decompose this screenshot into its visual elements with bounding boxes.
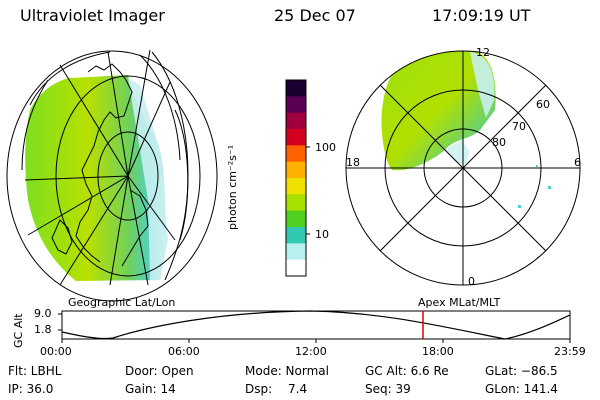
apex-label: Apex MLat/MLT xyxy=(418,296,501,309)
x-tick-0000: 00:00 xyxy=(40,345,72,358)
time-label: 17:09:19 UT xyxy=(432,6,531,25)
mlat-label-70: 70 xyxy=(512,120,526,133)
glon-info: GLon: 141.4 xyxy=(485,382,558,396)
mlt-label-18: 18 xyxy=(346,156,360,169)
mode-info: Mode: Normal xyxy=(245,364,329,378)
gc-alt-info: GC Alt: 6.6 Re xyxy=(365,364,449,378)
gain-info: Gain: 14 xyxy=(125,382,176,396)
geographic-label: Geographic Lat/Lon xyxy=(68,296,176,309)
ip-info: IP: 36.0 xyxy=(8,382,54,396)
mlat-label-80: 80 xyxy=(492,136,506,149)
mlt-label-12: 12 xyxy=(476,46,490,59)
y-tick-1-8: 1.8 xyxy=(34,323,52,336)
colorbar-segment xyxy=(286,80,306,97)
dsp-label: Dsp: xyxy=(245,382,273,396)
filter-info: Flt: LBHL xyxy=(8,364,62,378)
date-label: 25 Dec 07 xyxy=(274,6,356,25)
mlt-label-0: 0 xyxy=(468,275,475,288)
colorbar-segment xyxy=(286,210,306,228)
x-tick-1800: 18:00 xyxy=(422,345,454,358)
seq-info: Seq: 39 xyxy=(365,382,411,396)
door-info: Door: Open xyxy=(125,364,194,378)
polar-plot xyxy=(345,50,581,286)
gc-alt-axis-title: GC Alt xyxy=(12,313,25,348)
colorbar-segment xyxy=(286,112,306,130)
colorbar-tick-10: 10 xyxy=(315,228,329,241)
geographic-image xyxy=(6,49,218,302)
colorbar-segment xyxy=(286,96,306,114)
dsp-value: 7.4 xyxy=(288,382,308,396)
colorbar-segment xyxy=(286,161,306,179)
colorbar-segment xyxy=(286,178,306,195)
glat-info: GLat: −86.5 xyxy=(485,364,558,378)
mlt-label-6: 6 xyxy=(574,156,581,169)
instrument-title: Ultraviolet Imager xyxy=(20,6,165,25)
colorbar-segment xyxy=(286,243,306,261)
colorbar-segment xyxy=(286,259,306,277)
altitude-timeline xyxy=(58,310,571,343)
colorbar-segment xyxy=(286,194,306,212)
colorbar xyxy=(285,79,310,277)
colorbar-segment xyxy=(286,129,306,146)
colorbar-frame xyxy=(285,79,307,277)
colorbar-segment xyxy=(286,145,306,163)
x-tick-2359: 23:59 xyxy=(554,345,586,358)
x-tick-1200: 12:00 xyxy=(295,345,327,358)
mlat-label-60: 60 xyxy=(536,98,550,111)
x-tick-0600: 06:00 xyxy=(168,345,200,358)
colorbar-segment xyxy=(286,227,306,244)
y-tick-9: 9.0 xyxy=(34,307,52,320)
colorbar-tick-100: 100 xyxy=(315,141,336,154)
colorbar-label: photon cm⁻²s⁻¹ xyxy=(226,144,239,230)
